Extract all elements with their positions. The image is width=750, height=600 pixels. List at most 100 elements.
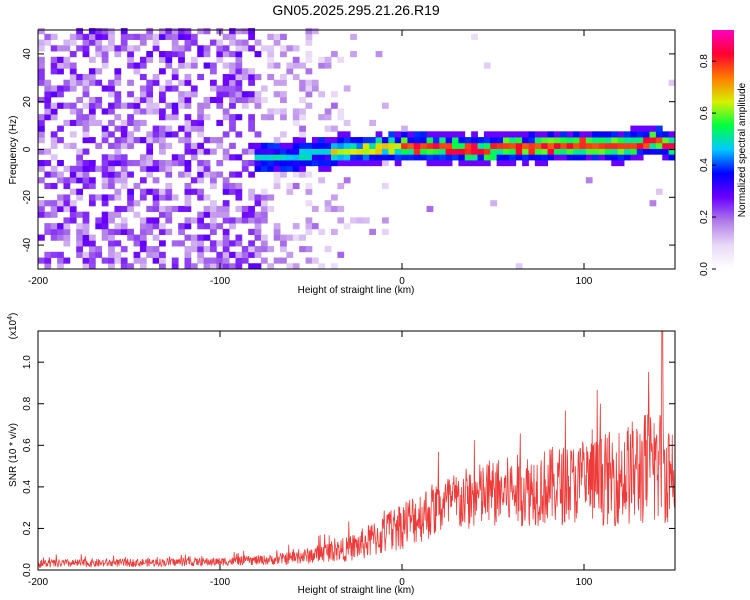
spectrogram-cell (38, 79, 45, 86)
spectrogram-cell (44, 160, 52, 167)
spectrogram-cell (458, 154, 466, 161)
spectrogram-cell (76, 251, 83, 258)
spectrogram-cell (611, 137, 619, 144)
spectrogram-cell (553, 154, 561, 161)
spectrogram-cell (305, 33, 313, 40)
spectrogram-cell (139, 85, 147, 92)
spectrogram-cell (318, 154, 326, 161)
spectrogram-cell (248, 160, 255, 167)
spectrogram-cell (82, 211, 90, 218)
spectrogram-cell (630, 137, 638, 144)
spectrogram-cell (50, 228, 58, 235)
spectrogram-cell (260, 85, 268, 92)
spectrogram-cell (273, 223, 281, 230)
spectrogram-cell (362, 217, 370, 224)
spectrogram-cell (254, 39, 262, 46)
spectrogram-cell (76, 223, 83, 230)
spectrogram-cell (159, 263, 166, 270)
spectrogram-cell (146, 148, 154, 155)
spectrogram-cell (76, 154, 83, 161)
spectrogram-cell (159, 211, 166, 218)
spectrogram-cell (57, 102, 64, 109)
spectrogram-cell (197, 142, 205, 149)
spectrogram-cell (203, 62, 211, 69)
spectrogram-cell (178, 154, 185, 161)
spectrogram-cell (381, 102, 389, 109)
spectrogram-cell (407, 137, 415, 144)
spectrogram-cell (305, 188, 313, 195)
spectrogram-cell (50, 211, 58, 218)
spectrogram-cell (203, 205, 211, 213)
spectrogram-cell (190, 154, 198, 161)
spectrogram-cell (662, 154, 670, 161)
spectrogram-cell (229, 251, 236, 258)
spectrogram-cell (82, 114, 90, 121)
spectrogram-cell (57, 125, 64, 132)
spectrogram-cell (95, 251, 103, 258)
spectrogram-cell (222, 51, 230, 58)
spectrogram-cell (159, 188, 166, 195)
spectrogram-cell (311, 79, 319, 86)
spectrogram-cell (273, 154, 281, 161)
spectrogram-cell (120, 137, 128, 144)
spectrogram-cell (88, 102, 96, 109)
colorbar-tick-label: 0.0 (699, 262, 710, 276)
spectrogram-cell (273, 160, 281, 167)
spectrogram-cell (88, 182, 96, 190)
spectrogram-cell (197, 240, 205, 247)
spectrogram-cell (604, 148, 612, 155)
spectrogram-cell (197, 148, 205, 155)
y-tick-label: 0.6 (22, 438, 33, 452)
spectrogram-cell (273, 91, 281, 98)
spectrogram-cell (114, 177, 122, 184)
spectrogram-cell (82, 102, 90, 109)
spectrogram-cell (483, 160, 491, 167)
spectrogram-cell (146, 160, 154, 167)
spectrogram-cell (88, 96, 96, 104)
spectrogram-cell (209, 205, 217, 213)
spectrogram-cell (114, 114, 122, 121)
spectrogram-cell (120, 119, 128, 126)
spectrogram-cell (305, 85, 313, 92)
spectrogram-cell (57, 257, 64, 264)
spectrogram-cell (108, 246, 115, 253)
spectrogram-cell (82, 228, 90, 235)
spectrogram-cell (483, 148, 491, 155)
spectrogram-cell (509, 154, 517, 161)
spectrogram-cell (82, 51, 90, 58)
spectrogram-cell (490, 131, 498, 138)
spectrogram-cell (331, 142, 338, 149)
spectrogram-cell (120, 33, 128, 40)
spectrogram-cell (44, 223, 52, 230)
spectrogram-cell (515, 263, 523, 270)
spectrogram-cell (101, 211, 109, 218)
spectrogram-cell (82, 39, 90, 46)
spectrogram-cell (541, 148, 548, 155)
spectrogram-cell (127, 62, 134, 69)
spectrogram-cell (445, 142, 453, 149)
spectrogram-cell (209, 79, 217, 86)
spectrogram-cell (152, 137, 160, 144)
spectrogram-cell (159, 68, 166, 75)
spectrogram-cell (452, 131, 459, 138)
spectrogram-cell (229, 142, 236, 149)
spectrogram-cell (165, 165, 173, 172)
spectrogram-cell (273, 171, 281, 178)
spectrogram-cell (241, 39, 249, 46)
spectrogram-cell (178, 56, 185, 63)
spectrogram-cell (515, 137, 523, 144)
spectrogram-cell (139, 33, 147, 40)
spectrogram-cell (159, 251, 166, 258)
snr-background (38, 331, 675, 570)
spectrogram-cell (88, 251, 96, 258)
spectrogram-cell (471, 33, 478, 40)
spectrogram-cell (38, 39, 45, 46)
spectrogram-cell (190, 142, 198, 149)
spectrogram-cell (413, 131, 421, 138)
spectrogram-cell (643, 131, 650, 138)
spectrogram-cell (471, 131, 478, 138)
spectrogram-cell (184, 148, 192, 155)
spectrogram-cell (260, 240, 268, 247)
spectrogram-cell (95, 96, 103, 104)
spectrogram-cell (483, 62, 491, 69)
